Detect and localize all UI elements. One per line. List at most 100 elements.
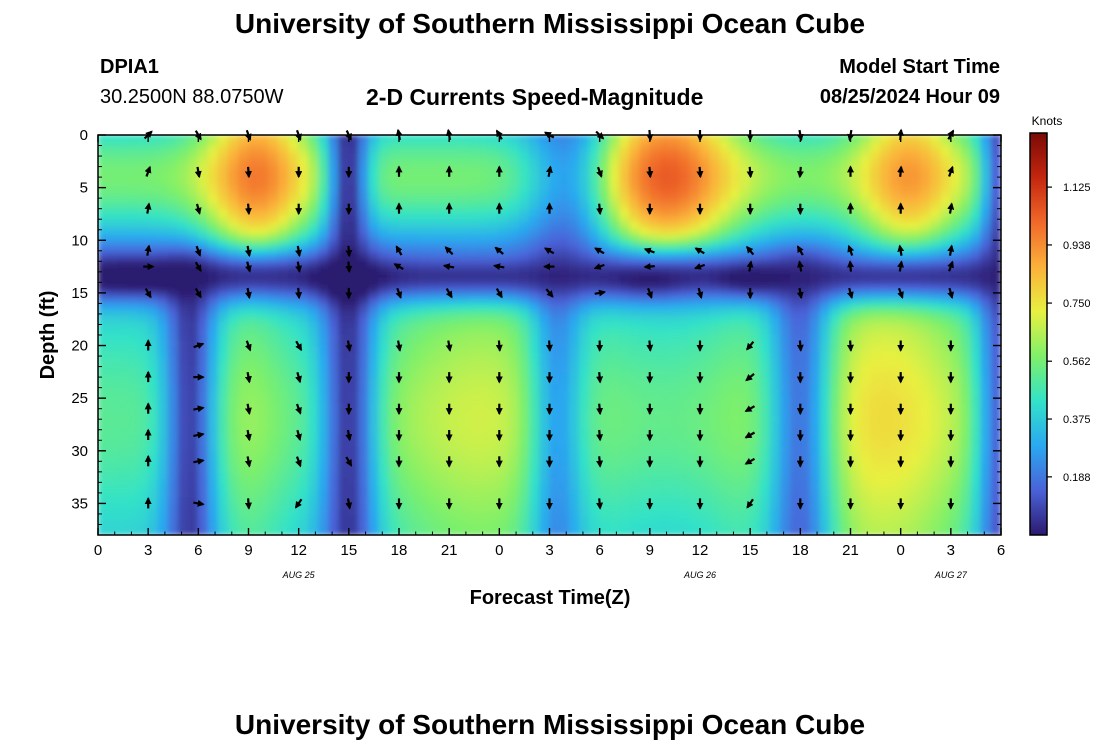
current-arrow	[646, 340, 654, 352]
current-arrow	[295, 429, 302, 442]
x-tick-label: 3	[545, 542, 553, 559]
colorbar-tick-label: 0.750	[1063, 298, 1091, 310]
current-arrow	[295, 287, 303, 300]
current-arrow	[847, 260, 855, 272]
colorbar-tick-label: 0.562	[1063, 356, 1091, 368]
model-start-label: Model Start Time	[839, 56, 1000, 78]
current-arrow	[796, 260, 804, 272]
current-arrow	[295, 456, 302, 468]
current-arrow	[294, 498, 303, 509]
x-tick-label: 9	[646, 542, 654, 559]
current-arrow	[244, 429, 252, 442]
current-arrow	[244, 203, 252, 216]
heatmap-cells	[98, 135, 1001, 535]
x-tick-label: 12	[692, 542, 709, 559]
current-arrow	[596, 372, 604, 384]
current-arrow	[947, 287, 955, 300]
current-arrow	[395, 245, 403, 256]
current-arrow	[445, 288, 453, 299]
current-arrow	[295, 261, 303, 273]
current-arrow	[643, 262, 655, 270]
y-tick-label: 20	[71, 338, 88, 355]
current-arrow	[244, 372, 252, 384]
current-arrow	[947, 260, 954, 272]
current-arrow	[693, 263, 706, 270]
current-arrow	[746, 245, 755, 256]
x-tick-label: 0	[896, 542, 904, 559]
current-arrow	[596, 498, 604, 510]
colorbar-tick-label: 0.938	[1063, 240, 1091, 252]
date-label: AUG 27	[934, 570, 968, 580]
x-tick-label: 0	[94, 542, 102, 559]
current-arrow	[545, 165, 553, 177]
current-arrow	[596, 166, 603, 178]
colorbar-title: Knots	[1032, 114, 1063, 128]
current-arrow	[445, 340, 453, 352]
current-arrow	[345, 261, 353, 274]
current-arrow	[194, 245, 202, 257]
current-arrow	[244, 340, 252, 352]
current-arrow	[796, 287, 804, 300]
current-arrow	[144, 288, 152, 299]
current-arrow	[643, 247, 655, 255]
current-arrow	[393, 263, 404, 271]
current-arrow	[493, 263, 505, 271]
current-arrow	[897, 287, 904, 299]
x-tick-label: 21	[441, 542, 458, 559]
date-label: AUG 26	[683, 570, 716, 580]
colorbar-tick-label: 0.188	[1063, 472, 1091, 484]
y-tick-label: 25	[71, 390, 88, 407]
current-arrow	[244, 456, 252, 468]
current-arrow	[543, 247, 555, 255]
current-arrow	[947, 244, 955, 256]
current-arrow	[744, 405, 756, 413]
current-arrow	[646, 287, 653, 299]
current-arrow	[193, 457, 205, 465]
current-arrow	[746, 498, 754, 509]
page-title: University of Southern Mississippi Ocean…	[234, 8, 866, 39]
current-arrow	[796, 340, 804, 352]
current-arrow	[144, 165, 152, 177]
current-arrow	[846, 287, 854, 300]
current-arrow	[345, 340, 353, 352]
x-tick-label: 6	[194, 542, 202, 559]
current-arrow	[746, 166, 754, 179]
current-arrow	[244, 287, 252, 300]
current-arrow	[796, 245, 804, 256]
current-arrow	[594, 247, 605, 255]
current-arrow	[244, 245, 252, 258]
y-axis-label: Depth (ft)	[37, 291, 59, 380]
current-arrow	[193, 499, 205, 507]
x-tick-label: 6	[997, 542, 1005, 559]
current-arrow	[847, 244, 855, 256]
current-arrow	[244, 403, 252, 415]
date-label: AUG 25	[282, 570, 316, 580]
current-arrow	[593, 263, 605, 270]
y-tick-label: 5	[80, 180, 88, 197]
current-arrow	[846, 340, 854, 352]
current-arrow	[244, 166, 252, 179]
current-arrow	[395, 287, 403, 299]
current-arrow	[947, 202, 955, 214]
current-arrow	[947, 165, 954, 177]
current-arrow	[194, 166, 202, 179]
x-tick-label: 3	[144, 542, 152, 559]
current-arrow	[596, 456, 604, 468]
current-arrow	[545, 288, 554, 298]
current-arrow	[696, 166, 704, 179]
current-arrow	[744, 457, 756, 465]
x-tick-label: 15	[340, 542, 357, 559]
y-tick-label: 30	[71, 443, 88, 460]
current-arrow	[193, 405, 205, 413]
x-tick-label: 9	[244, 542, 252, 559]
colorbar-tick-label: 1.125	[1063, 182, 1091, 194]
current-arrow	[244, 498, 252, 510]
current-arrow	[244, 261, 252, 273]
current-arrow	[194, 288, 202, 299]
current-arrow	[495, 340, 503, 352]
x-tick-label: 15	[742, 542, 759, 559]
x-tick-label: 0	[495, 542, 503, 559]
current-arrow	[897, 260, 905, 272]
chart-subtitle: 2-D Currents Speed-Magnitude	[366, 84, 704, 110]
x-tick-label: 21	[842, 542, 859, 559]
